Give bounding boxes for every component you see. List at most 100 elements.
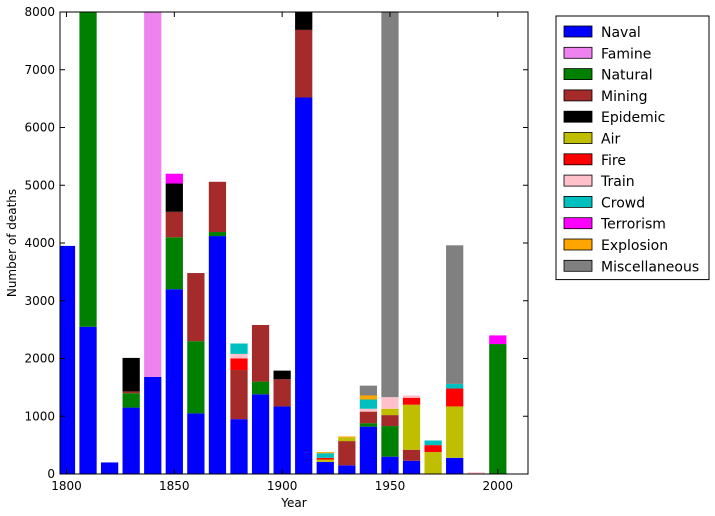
bar-naval-1820 [100, 462, 119, 474]
bar-fire-1980 [446, 388, 464, 407]
bar-air-1960 [402, 404, 421, 450]
bar-train-1940 [359, 408, 378, 412]
bar-natural-1870 [208, 232, 227, 237]
bar-air-1980 [446, 406, 464, 458]
legend-label-train: Train [600, 174, 635, 190]
y-tick-label: 7000 [24, 63, 55, 77]
y-tick-label: 0 [47, 467, 55, 481]
legend-label-epidemic: Epidemic [601, 110, 665, 126]
bar-mining-1830 [122, 391, 140, 394]
y-tick-label: 4000 [24, 236, 55, 250]
bar-fire-1970 [424, 445, 442, 453]
x-tick-label: 2000 [483, 479, 514, 493]
bar-air-1930 [338, 437, 356, 442]
legend-frame [555, 15, 710, 281]
bar-naval-1950 [381, 456, 399, 474]
bar-mining-1900 [273, 379, 291, 407]
bar-naval-1860 [187, 413, 205, 474]
bar-natural-1810 [79, 12, 97, 327]
bar-epidemic-1910 [295, 12, 313, 30]
bar-crowd-1980 [446, 383, 464, 389]
bar-miscellaneous-1940 [359, 385, 378, 396]
bar-fire-1880 [230, 358, 248, 371]
legend-label-natural: Natural [601, 68, 653, 84]
legend-swatch-epidemic [563, 110, 593, 123]
bar-naval-1920 [316, 461, 334, 474]
bar-train-1990 [467, 472, 485, 474]
bar-mining-1930 [338, 441, 356, 466]
legend-label-famine: Famine [601, 46, 651, 62]
legend-swatch-terrorism [563, 217, 593, 230]
bar-mining-1890 [251, 325, 270, 382]
legend-swatch-fire [563, 153, 593, 166]
legend-label-terrorism: Terrorism [600, 217, 666, 233]
bar-naval-1930 [338, 465, 356, 474]
bar-natural-1830 [122, 393, 140, 408]
x-tick-label: 1950 [375, 479, 406, 493]
bar-naval-1900 [273, 406, 291, 474]
legend-swatch-explosion [563, 238, 593, 251]
legend-label-fire: Fire [601, 153, 626, 169]
bar-explosion-1940 [359, 395, 378, 400]
x-axis-label: Year [280, 496, 306, 510]
bar-mining-1870 [208, 181, 227, 233]
bar-epidemic-1850 [165, 183, 183, 212]
legend-label-crowd: Crowd [601, 195, 645, 211]
x-tick-label: 1900 [267, 479, 298, 493]
bar-naval-1960 [402, 460, 421, 474]
bar-mining-1850 [165, 211, 183, 238]
bar-terrorism-1850 [165, 173, 183, 184]
y-axis-label: Number of deaths [5, 189, 19, 297]
bar-naval-1870 [208, 236, 227, 474]
y-tick-label: 6000 [24, 121, 55, 135]
bar-natural-1850 [165, 237, 183, 290]
bar-mining-1880 [230, 370, 248, 420]
bar-famine-1840 [144, 12, 162, 377]
bar-fire-1960 [402, 397, 421, 405]
bar-train-1950 [381, 397, 399, 409]
y-tick-label: 8000 [24, 5, 55, 19]
ticks-layer: 1800 1850 1900 1950 2000 0 1000 2000 3000 4000 500… [24, 5, 528, 493]
x-tick-label: 1800 [51, 479, 82, 493]
bar-miscellaneous-1980 [446, 245, 464, 384]
bar-epidemic-1900 [273, 370, 291, 380]
bar-train-1960 [402, 395, 421, 398]
bar-explosion-1930 [338, 436, 356, 438]
bar-mining-1960 [402, 449, 421, 461]
bars-layer [60, 12, 507, 474]
bar-naval-1810 [79, 326, 97, 474]
bar-train-1880 [230, 353, 248, 359]
bar-naval-1880 [230, 419, 248, 474]
bar-naval-1890 [251, 394, 270, 474]
bar-natural-1860 [187, 341, 205, 414]
bar-crowd-1970 [424, 440, 442, 446]
legend-swatch-miscellaneous [563, 259, 593, 272]
bar-terrorism-2000 [489, 335, 507, 345]
y-tick-label: 2000 [24, 352, 55, 366]
legend-swatch-crowd [563, 195, 593, 208]
bar-crowd-1940 [359, 399, 378, 409]
bar-mining-1860 [187, 273, 205, 342]
bar-mining-1950 [381, 415, 399, 427]
bar-mining-1940 [359, 411, 378, 424]
bar-natural-1950 [381, 426, 399, 457]
bar-explosion-1920 [316, 452, 334, 454]
legend-swatch-naval [563, 25, 593, 38]
y-tick-label: 3000 [24, 294, 55, 308]
bar-crowd-1920 [316, 453, 334, 458]
plot-area-frame [59, 11, 529, 475]
legend-label-mining: Mining [601, 89, 648, 105]
legend-swatch-natural [563, 68, 593, 80]
bar-mining-1910 [295, 29, 313, 98]
bar-naval-1800 [60, 245, 76, 474]
legend-swatch-air [563, 132, 593, 144]
bar-naval-1840 [144, 376, 162, 474]
legend: Naval Famine Natural Mining Epidemic Air Fire T… [555, 15, 710, 281]
bar-naval-1940 [359, 426, 378, 474]
legend-label-naval: Naval [601, 25, 641, 41]
legend-swatch-famine [563, 46, 593, 59]
legend-label-air: Air [601, 132, 620, 148]
bar-miscellaneous-1950 [381, 12, 399, 398]
bar-natural-2000 [489, 344, 507, 474]
